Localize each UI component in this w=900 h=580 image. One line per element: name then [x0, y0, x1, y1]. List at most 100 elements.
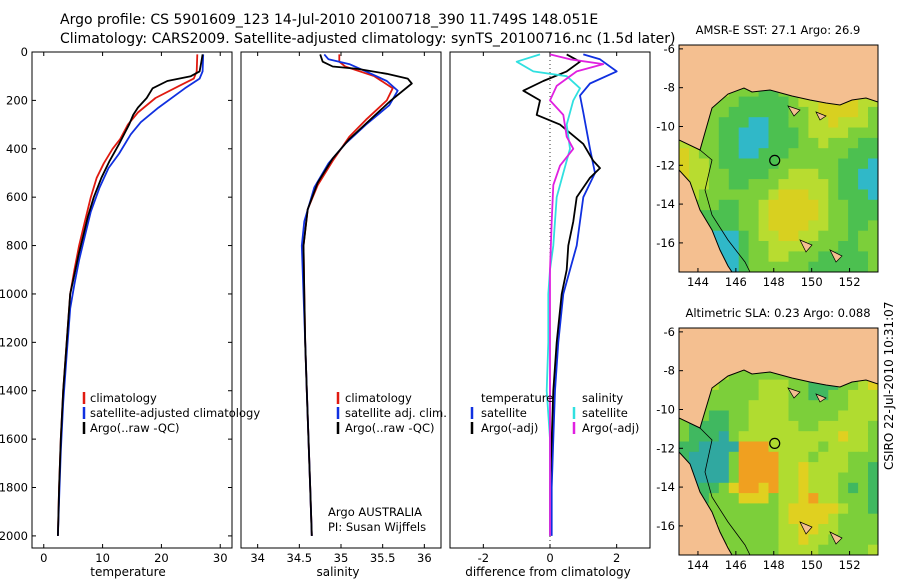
map-cell: [868, 179, 878, 190]
csiro-credit: CSIRO 22-Jul-2010 10:31:07: [882, 302, 896, 470]
map-cell: [838, 534, 849, 546]
map-cell: [708, 127, 720, 139]
map-cell: [748, 117, 760, 129]
map-cell: [838, 199, 849, 211]
map-cell: [778, 379, 789, 391]
map-cell: [798, 137, 809, 149]
map-cell: [828, 431, 839, 443]
map-cell: [858, 127, 869, 139]
map-cell: [848, 251, 859, 263]
map-cell: [698, 472, 710, 484]
map-cell: [778, 106, 789, 118]
map-cell: [868, 148, 878, 160]
map-cell: [798, 513, 809, 525]
map-cell: [718, 493, 730, 504]
map-cell: [768, 148, 779, 160]
map-cell: [838, 127, 849, 139]
map-cell: [818, 127, 829, 139]
map-cell: [838, 400, 849, 412]
map-cell: [778, 503, 789, 515]
map-cell: [838, 241, 849, 252]
map-cell: [748, 241, 760, 252]
map-cell: [838, 503, 849, 515]
map-cell: [848, 168, 859, 180]
map-cell: [868, 251, 878, 263]
map-cell: [778, 420, 789, 432]
map-cell: [778, 400, 789, 412]
map-cell: [798, 168, 809, 180]
map-cell: [728, 117, 740, 129]
map-cell: [768, 524, 779, 535]
map-cell: [788, 220, 799, 232]
map-cell: [798, 261, 809, 272]
map-cell: [798, 441, 809, 453]
map-cell: [858, 210, 869, 221]
map-cell: [788, 179, 799, 190]
map-cell: [679, 158, 690, 170]
map-cell: [808, 199, 819, 211]
map-cell: [838, 420, 849, 432]
map-cell: [748, 106, 760, 118]
map-cell: [808, 148, 819, 160]
map-cell: [798, 503, 809, 515]
map-cell: [728, 158, 740, 170]
map-cell: [788, 462, 799, 473]
legend-label-sal-argo: Argo(-adj): [582, 421, 639, 435]
map-cell: [868, 379, 878, 391]
map-cell: [778, 451, 789, 463]
map-cell: [838, 230, 849, 242]
map-cell: [758, 451, 770, 463]
map-cell: [768, 241, 779, 252]
map-cell: [708, 462, 720, 473]
legend-label-climatology: climatology: [90, 391, 157, 405]
map-cell: [808, 544, 819, 555]
legend-label-temp-argo: Argo(-adj): [481, 421, 538, 435]
map-cell: [808, 524, 819, 535]
map-cell: [718, 137, 730, 149]
map-cell: [868, 189, 878, 201]
map-cell: [778, 220, 789, 232]
x-tick-label: 10: [95, 551, 110, 565]
legend-label-satellite-adjusted: satellite-adjusted climatology: [90, 406, 260, 420]
y-tick-label: 2000: [0, 529, 28, 543]
map-cell: [838, 189, 849, 201]
map-cell: [748, 400, 760, 412]
x-tick-label: 152: [839, 558, 861, 572]
map-cell: [758, 148, 770, 160]
map-cell: [798, 220, 809, 232]
map-cell: [858, 251, 869, 263]
map-cell: [788, 261, 799, 272]
map-cell: [748, 230, 760, 242]
map-cell: [818, 158, 829, 170]
map-cell: [728, 379, 740, 391]
map-cell: [738, 127, 750, 139]
sla-map-field: [679, 328, 878, 555]
map-cell: [689, 441, 700, 453]
map-cell: [758, 199, 770, 211]
map-cell: [818, 148, 829, 160]
map-cell: [788, 420, 799, 432]
map-cell: [828, 241, 839, 252]
map-cell: [728, 462, 740, 473]
map-cell: [738, 379, 750, 391]
map-cell: [858, 189, 869, 201]
map-cell: [848, 117, 859, 129]
x-tick-label: 144: [687, 275, 709, 289]
map-cell: [708, 189, 720, 201]
map-cell: [818, 431, 829, 443]
map-cell: [808, 431, 819, 443]
map-cell: [868, 117, 878, 129]
map-cell: [728, 189, 740, 201]
map-cell: [788, 493, 799, 504]
map-cell: [748, 261, 760, 272]
map-cell: [679, 431, 690, 443]
sla-map-axes: 144 146 148 150 152 -6 -8 -10 -12 -14 -16: [656, 325, 860, 572]
map-cell: [788, 241, 799, 252]
map-cell: [748, 544, 760, 555]
map-cell: [698, 462, 710, 473]
map-cell: [728, 441, 740, 453]
map-cell: [818, 117, 829, 129]
map-cell: [728, 137, 740, 149]
coastline-cape-york: [679, 169, 733, 272]
map-cell: [808, 400, 819, 412]
